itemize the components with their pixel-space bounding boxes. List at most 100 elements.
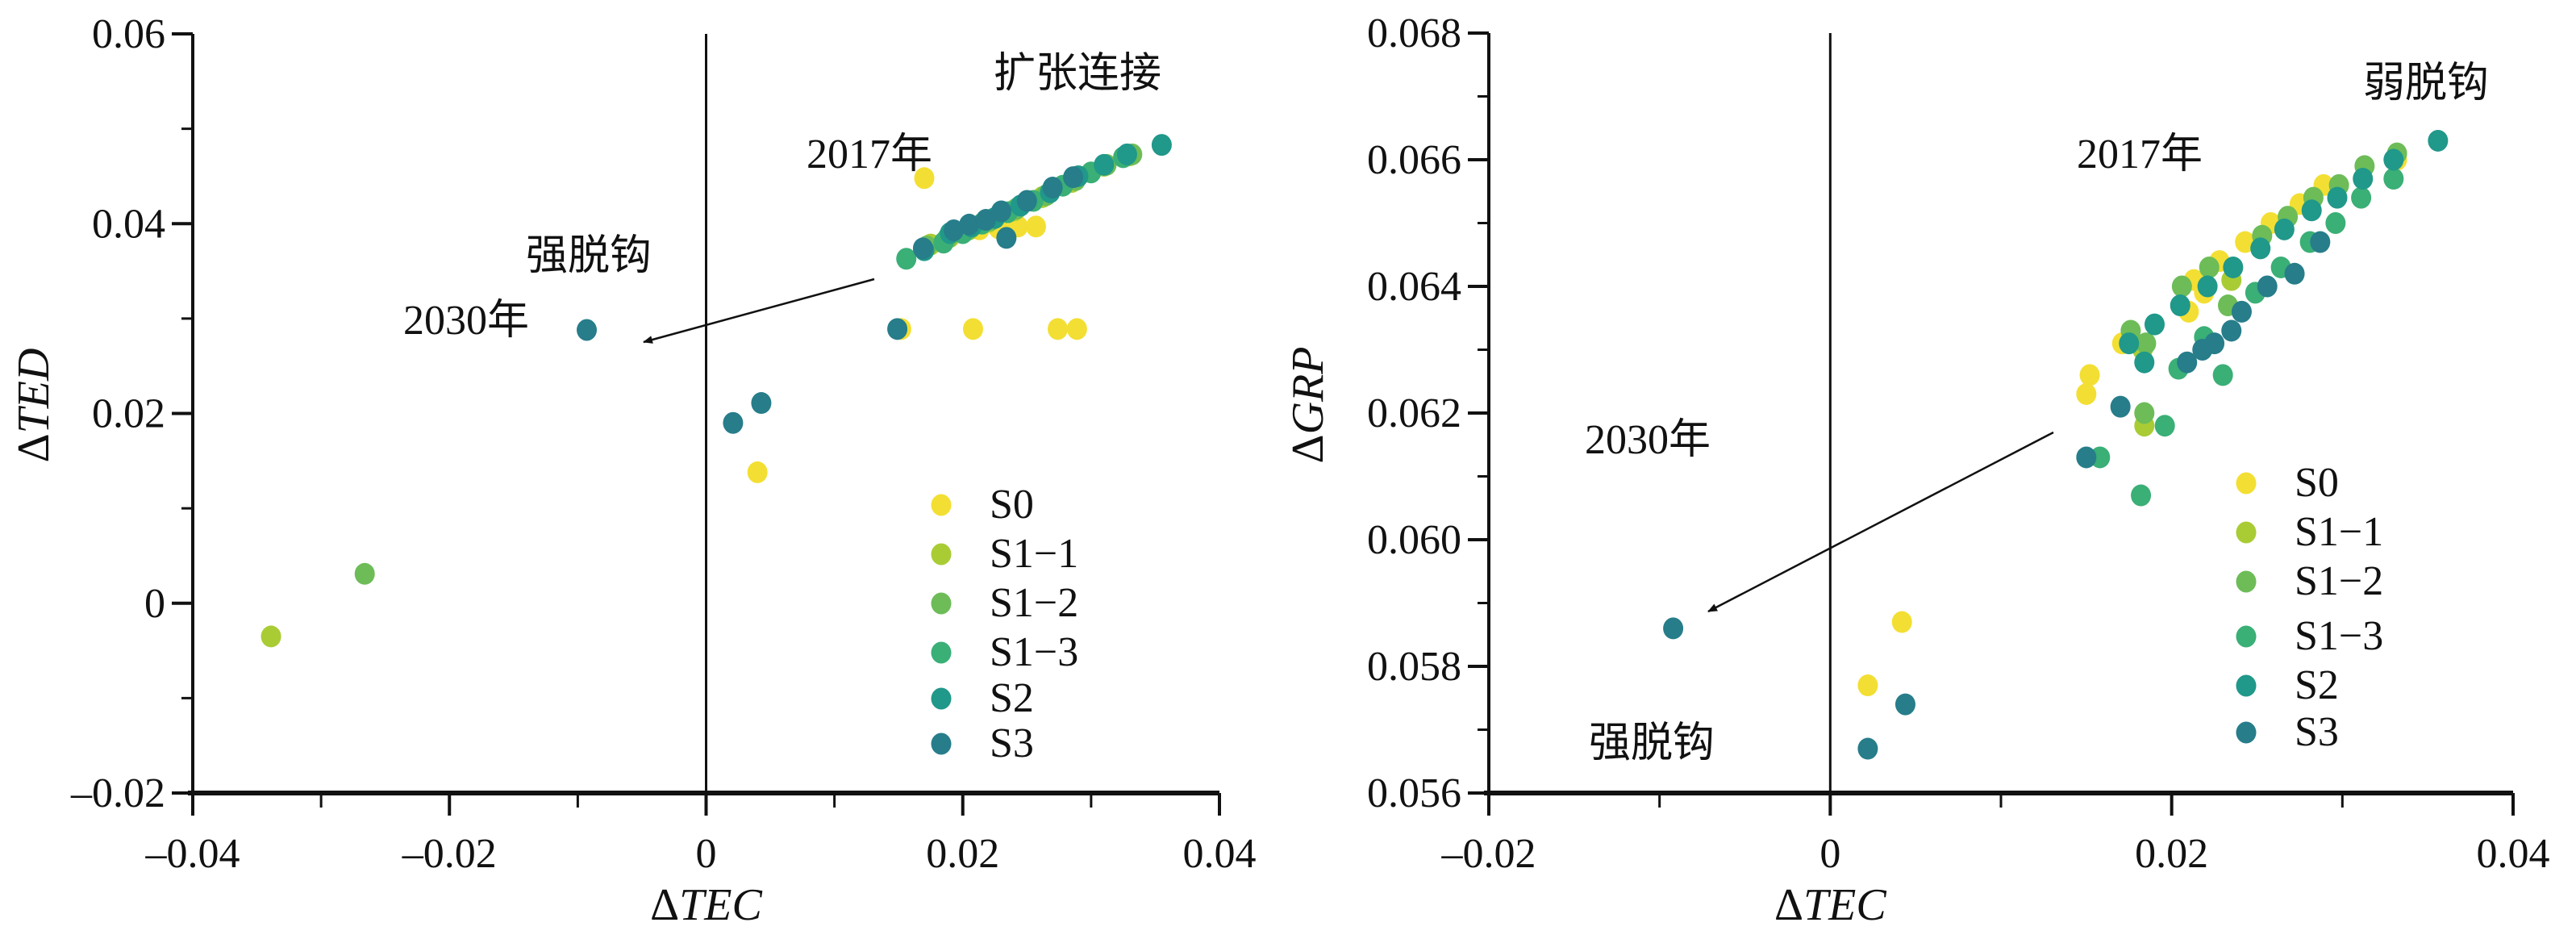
legend-label: S1−2 bbox=[2295, 558, 2383, 604]
data-point bbox=[723, 411, 744, 434]
end-state-label: 强脱钩 bbox=[526, 233, 652, 279]
data-point bbox=[2221, 319, 2242, 342]
y-tick-label: 0.068 bbox=[1367, 10, 1461, 56]
legend-label: S1−1 bbox=[2295, 509, 2383, 555]
y-tick-label: 0 bbox=[144, 581, 165, 627]
legend-label: S2 bbox=[990, 675, 1034, 721]
quadrant-label: 扩张连接 bbox=[994, 51, 1161, 97]
series-S2 bbox=[914, 134, 1172, 261]
data-point bbox=[747, 461, 768, 483]
x-tick-label: 0.04 bbox=[2477, 831, 2550, 877]
x-tick-label: –0.02 bbox=[1441, 831, 1536, 877]
end-year-label: 2030年 bbox=[1585, 417, 1711, 463]
data-point bbox=[1116, 143, 1137, 165]
data-point bbox=[887, 318, 908, 340]
data-point bbox=[2327, 186, 2348, 209]
data-point bbox=[959, 213, 980, 236]
data-point bbox=[2383, 168, 2404, 190]
data-point bbox=[1857, 737, 1878, 760]
data-point bbox=[2145, 313, 2165, 336]
series-S0 bbox=[747, 167, 1087, 483]
x-axis-title-variable: TEC bbox=[679, 880, 762, 930]
x-tick-label: 0.02 bbox=[926, 831, 999, 877]
data-point bbox=[2131, 484, 2152, 507]
data-point bbox=[2136, 332, 2157, 355]
data-point bbox=[1857, 674, 1878, 697]
y-tick-label: 0.064 bbox=[1367, 264, 1461, 310]
end-state-label: 强脱钩 bbox=[1589, 720, 1715, 766]
data-point bbox=[2134, 351, 2155, 374]
end-year-label: 2030年 bbox=[403, 298, 529, 344]
legend-label: S1−3 bbox=[2295, 613, 2383, 659]
legend-label: S0 bbox=[2295, 460, 2339, 506]
data-point bbox=[944, 219, 965, 241]
data-point bbox=[1894, 693, 1915, 716]
y-axis-title-delta: Δ bbox=[1283, 434, 1333, 463]
y-axis-title-variable: TED bbox=[9, 349, 59, 434]
y-tick-label: –0.02 bbox=[70, 770, 165, 816]
data-point bbox=[2212, 364, 2233, 386]
left-annotations: 扩张连接 2017年 强脱钩 2030年 bbox=[403, 51, 1161, 344]
data-point bbox=[896, 248, 917, 270]
data-point bbox=[2170, 294, 2190, 317]
right-chart: –0.02 0 0.02 0.04 0.056 0.058 0.060 0.062 0.064 0… bbox=[1283, 10, 2550, 930]
legend-label: S3 bbox=[990, 720, 1034, 766]
y-tick-label: 0.060 bbox=[1367, 517, 1461, 563]
legend-marker bbox=[2236, 472, 2257, 495]
legend-label: S0 bbox=[990, 482, 1034, 528]
data-point bbox=[962, 318, 983, 340]
data-point bbox=[2301, 199, 2322, 222]
data-point bbox=[2310, 231, 2331, 253]
x-tick-label: –0.04 bbox=[145, 831, 240, 877]
legend-label: S2 bbox=[2295, 662, 2339, 708]
data-point bbox=[2076, 446, 2097, 469]
legend-marker bbox=[2236, 721, 2257, 744]
legend-marker bbox=[931, 733, 952, 755]
x-tick-label: 0 bbox=[696, 831, 717, 877]
x-tick-label: 0 bbox=[1819, 831, 1840, 877]
series-S2 bbox=[2119, 129, 2449, 374]
data-point bbox=[2154, 415, 2175, 437]
data-point bbox=[2325, 212, 2346, 234]
y-axis-title: ΔTED bbox=[9, 349, 59, 463]
start-year-label: 2017年 bbox=[807, 131, 932, 177]
legend-marker bbox=[2236, 521, 2257, 544]
x-axis-title-variable: TEC bbox=[1803, 880, 1886, 930]
x-tick-label: 0.02 bbox=[2135, 831, 2208, 877]
data-point bbox=[577, 319, 598, 341]
data-point bbox=[1025, 215, 1046, 238]
trend-arrow bbox=[1707, 431, 2054, 613]
right-annotations: 弱脱钩 2017年 2030年 强脱钩 bbox=[1585, 61, 2489, 766]
data-point bbox=[2223, 256, 2244, 278]
start-year-label: 2017年 bbox=[2077, 131, 2203, 177]
y-tick-label: 0.02 bbox=[92, 391, 165, 437]
y-tick-label: 0.06 bbox=[92, 11, 165, 57]
data-point bbox=[914, 167, 935, 190]
legend-marker bbox=[931, 641, 952, 664]
data-point bbox=[2231, 300, 2252, 323]
legend-label: S1−2 bbox=[990, 580, 1078, 626]
quadrant-label: 弱脱钩 bbox=[2363, 61, 2489, 106]
data-point bbox=[2076, 382, 2097, 405]
legend-marker bbox=[2236, 674, 2257, 697]
legend-marker bbox=[2236, 570, 2257, 593]
data-point bbox=[1151, 134, 1172, 157]
data-point bbox=[2134, 402, 2155, 424]
legend-label: S3 bbox=[2295, 709, 2339, 755]
data-point bbox=[2199, 256, 2220, 278]
legend-marker bbox=[931, 543, 952, 566]
data-point bbox=[1063, 166, 1084, 189]
data-point bbox=[975, 209, 996, 232]
data-point bbox=[2353, 168, 2374, 190]
legend-marker bbox=[931, 592, 952, 615]
data-point bbox=[2250, 237, 2271, 260]
data-point bbox=[2284, 262, 2305, 285]
data-point bbox=[996, 227, 1017, 249]
y-tick-label: 0.058 bbox=[1367, 644, 1461, 690]
data-point bbox=[912, 237, 933, 260]
legend-marker bbox=[2236, 625, 2257, 648]
data-point bbox=[1048, 318, 1069, 340]
x-axis-title: ΔTEC bbox=[1774, 880, 1886, 930]
series-S3 bbox=[577, 166, 1084, 434]
